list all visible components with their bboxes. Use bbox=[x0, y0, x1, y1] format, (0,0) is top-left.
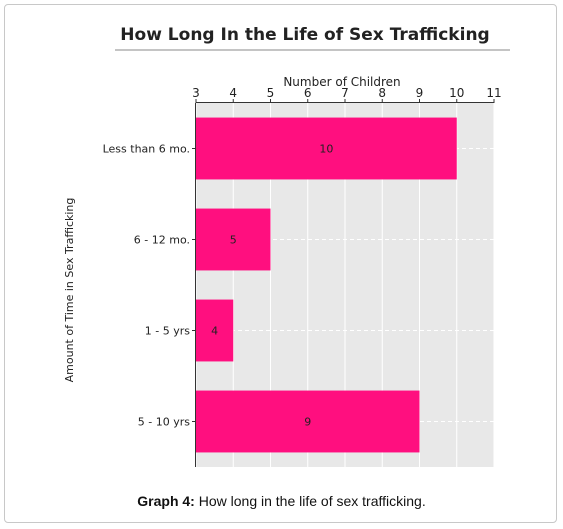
bar-data-label: 10 bbox=[319, 143, 333, 156]
x-tick-label: 10 bbox=[449, 86, 464, 100]
bars: 10 5 4 9 bbox=[196, 117, 457, 453]
caption-text: How long in the life of sex trafficking. bbox=[194, 493, 426, 509]
bar bbox=[196, 208, 271, 271]
axes: Less than 6 mo. 6 - 12 mo. 1 - 5 yrs 5 - 10… bbox=[103, 86, 502, 467]
bar bbox=[196, 299, 234, 362]
x-tick-label: 6 bbox=[304, 86, 312, 100]
caption-label: Graph 4: bbox=[137, 493, 195, 509]
bar-data-label: 4 bbox=[211, 325, 218, 338]
x-tick-label: 3 bbox=[192, 86, 200, 100]
bar bbox=[196, 390, 420, 453]
category-label: 1 - 5 yrs bbox=[145, 325, 190, 338]
bar bbox=[196, 117, 457, 180]
x-axis-label: Number of Children bbox=[283, 75, 400, 89]
figure-caption: Graph 4: How long in the life of sex tra… bbox=[0, 493, 563, 509]
category-label: 6 - 12 mo. bbox=[134, 234, 190, 247]
x-tick-label: 11 bbox=[486, 86, 501, 100]
x-tick-label: 9 bbox=[416, 86, 424, 100]
bar-data-label: 9 bbox=[304, 416, 311, 429]
x-tick-label: 7 bbox=[341, 86, 349, 100]
x-tick-label: 4 bbox=[229, 86, 237, 100]
bar-data-label: 5 bbox=[230, 234, 237, 247]
bar-chart: How Long In the Life of Sex Trafficking … bbox=[63, 25, 510, 467]
x-tick-label: 5 bbox=[267, 86, 275, 100]
chart-title: How Long In the Life of Sex Trafficking bbox=[120, 25, 489, 45]
category-label: 5 - 10 yrs bbox=[138, 416, 190, 429]
category-label: Less than 6 mo. bbox=[103, 143, 190, 156]
x-tick-label: 8 bbox=[378, 86, 386, 100]
y-axis-label: Amount of Time in Sex Trafficking bbox=[63, 198, 76, 383]
